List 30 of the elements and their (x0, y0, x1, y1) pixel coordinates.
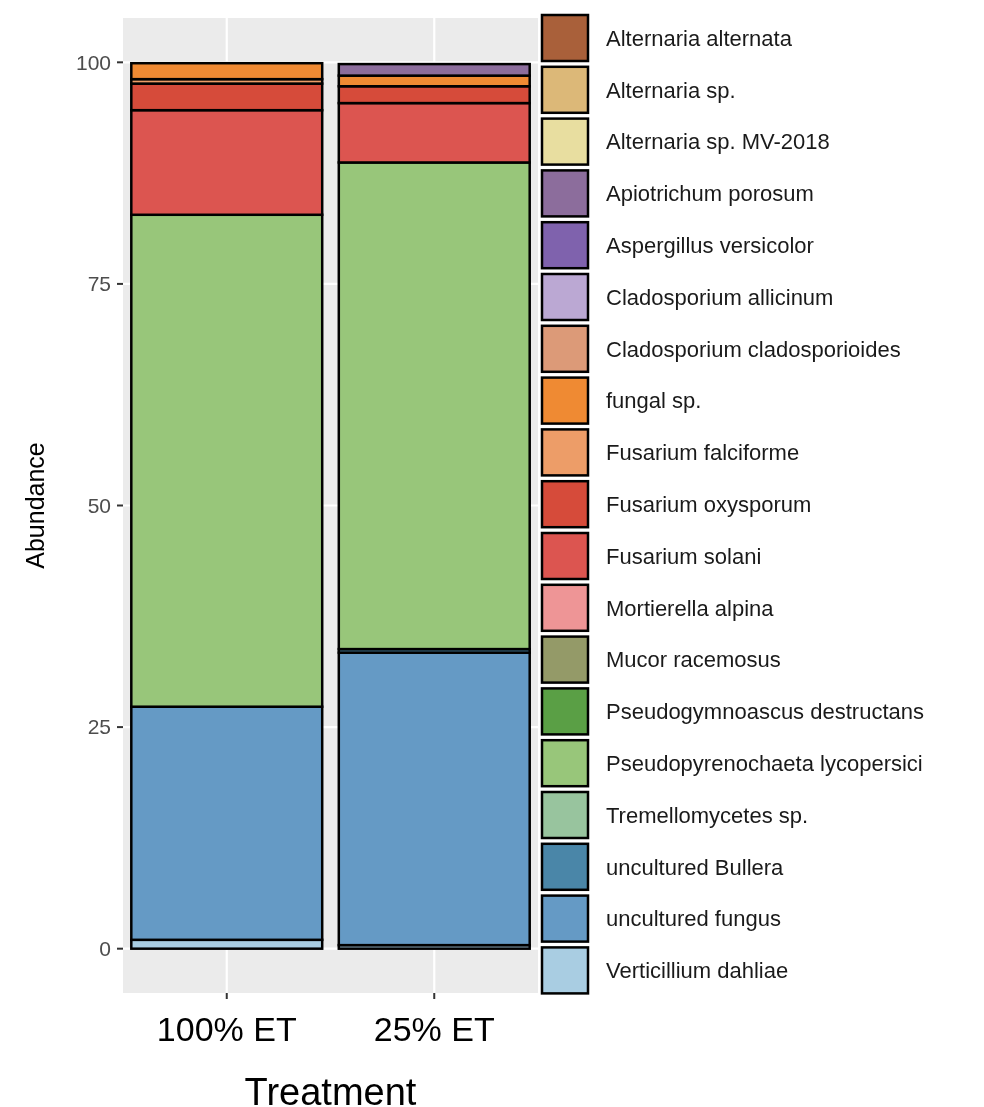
legend-label: Alternaria alternata (606, 25, 793, 51)
legend-label: Pseudogymnoascus destructans (606, 699, 924, 725)
legend-label: Cladosporium cladosporioides (606, 336, 901, 362)
y-tick-label: 100 (75, 50, 111, 74)
legend-label: Fusarium falciforme (606, 440, 800, 466)
y-tick-label: 0 (99, 937, 111, 961)
legend-label: Mortierella alpina (606, 595, 775, 621)
legend-label: Verticillium dahliae (606, 958, 789, 984)
bar (337, 651, 531, 947)
x-tick-label: 100% ET (156, 1010, 297, 1048)
x-axis-title: Treatment (244, 1071, 417, 1107)
legend-label: Pseudopyrenochaeta lycopersici (606, 750, 923, 776)
legend-label: Tremellomycetes sp. (606, 802, 809, 828)
legend-label: Fusarium solani (606, 543, 762, 569)
legend-label: Aspergillus versicolor (606, 232, 814, 258)
bar (130, 61, 324, 81)
legend-label: Alternaria sp. (606, 77, 736, 103)
legend-label: uncultured Bullera (606, 854, 785, 880)
legend-label: Mucor racemosus (606, 647, 781, 673)
x-tick-label: 25% ET (373, 1010, 495, 1048)
y-axis-title: Abundance (21, 442, 49, 569)
legend-label: Cladosporium allicinum (606, 284, 834, 310)
legend-label: Apiotrichum porosum (606, 181, 814, 207)
y-tick-label: 50 (87, 493, 111, 517)
legend-label: uncultured fungus (606, 906, 781, 932)
y-tick-label: 75 (87, 272, 111, 296)
legend-label: Fusarium oxysporum (606, 491, 812, 517)
legend-label: Alternaria sp. MV-2018 (606, 129, 830, 155)
legend-label: fungal sp. (606, 388, 702, 414)
y-tick-label: 25 (87, 715, 111, 739)
